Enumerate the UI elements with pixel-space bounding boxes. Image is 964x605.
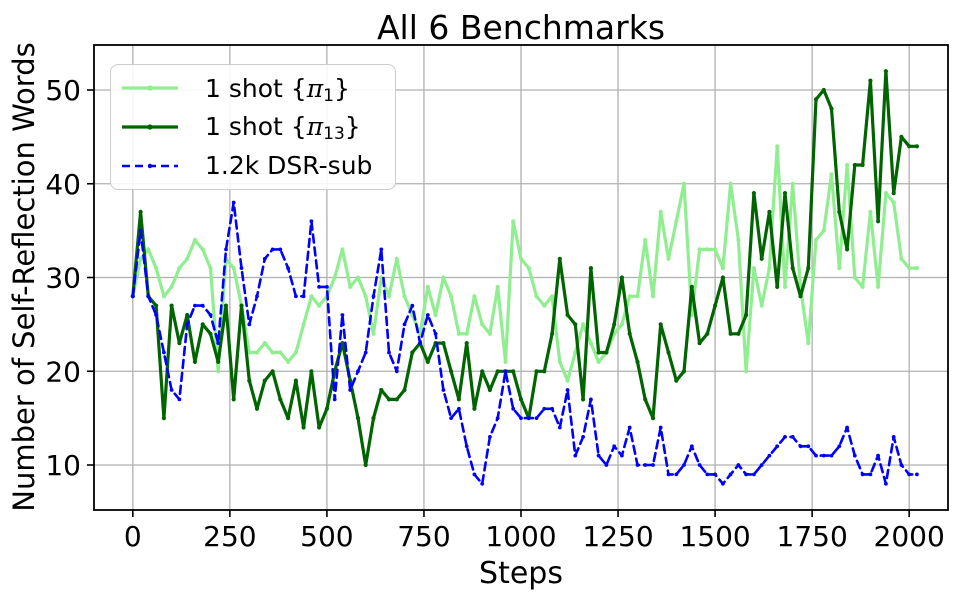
x-tick-label: 2000 <box>874 520 945 553</box>
legend-line-sample-solid-darkgreen <box>122 124 178 130</box>
x-tick-label: 0 <box>124 520 142 553</box>
x-tick-label: 750 <box>397 520 450 553</box>
legend-line-sample-dashed-blue <box>122 163 178 168</box>
x-tick-label: 1500 <box>679 520 750 553</box>
tick-marks <box>87 89 910 517</box>
legend-item-1shot-pi1: 1 shot {π1} <box>121 69 385 107</box>
y-tick-label: 30 <box>45 262 81 295</box>
x-tick-label: 1750 <box>777 520 848 553</box>
tick-labels: 0 250 500 750 1000 1250 1500 1750 2000 10 20 30 40 50 <box>45 74 944 553</box>
x-tick-label: 1000 <box>485 520 556 553</box>
x-tick-label: 500 <box>300 520 353 553</box>
y-tick-label: 50 <box>45 74 81 107</box>
legend-line-sample-solid-lightgreen <box>122 85 178 91</box>
legend-item-dsr-sub: 1.2k DSR-sub <box>121 147 385 185</box>
legend-label: 1 shot {π1} <box>205 73 350 106</box>
y-tick-label: 20 <box>45 355 81 388</box>
x-tick-label: 1250 <box>582 520 653 553</box>
legend-item-1shot-pi13: 1 shot {π13} <box>121 108 385 146</box>
y-tick-label: 10 <box>45 449 81 482</box>
y-tick-label: 40 <box>45 168 81 201</box>
legend-label: 1.2k DSR-sub <box>205 151 373 181</box>
x-tick-label: 250 <box>203 520 256 553</box>
chart-title: All 6 Benchmarks <box>376 8 666 47</box>
series-3-dashed-line <box>130 200 919 486</box>
x-axis-label: Steps <box>479 556 563 591</box>
y-axis-label: Number of Self-Reflection Words <box>7 42 41 512</box>
legend-label: 1 shot {π13} <box>205 112 361 145</box>
legend: 1 shot {π1} 1 shot {π13} 1.2k DSR-sub <box>110 64 396 190</box>
series-1-line <box>130 144 920 383</box>
